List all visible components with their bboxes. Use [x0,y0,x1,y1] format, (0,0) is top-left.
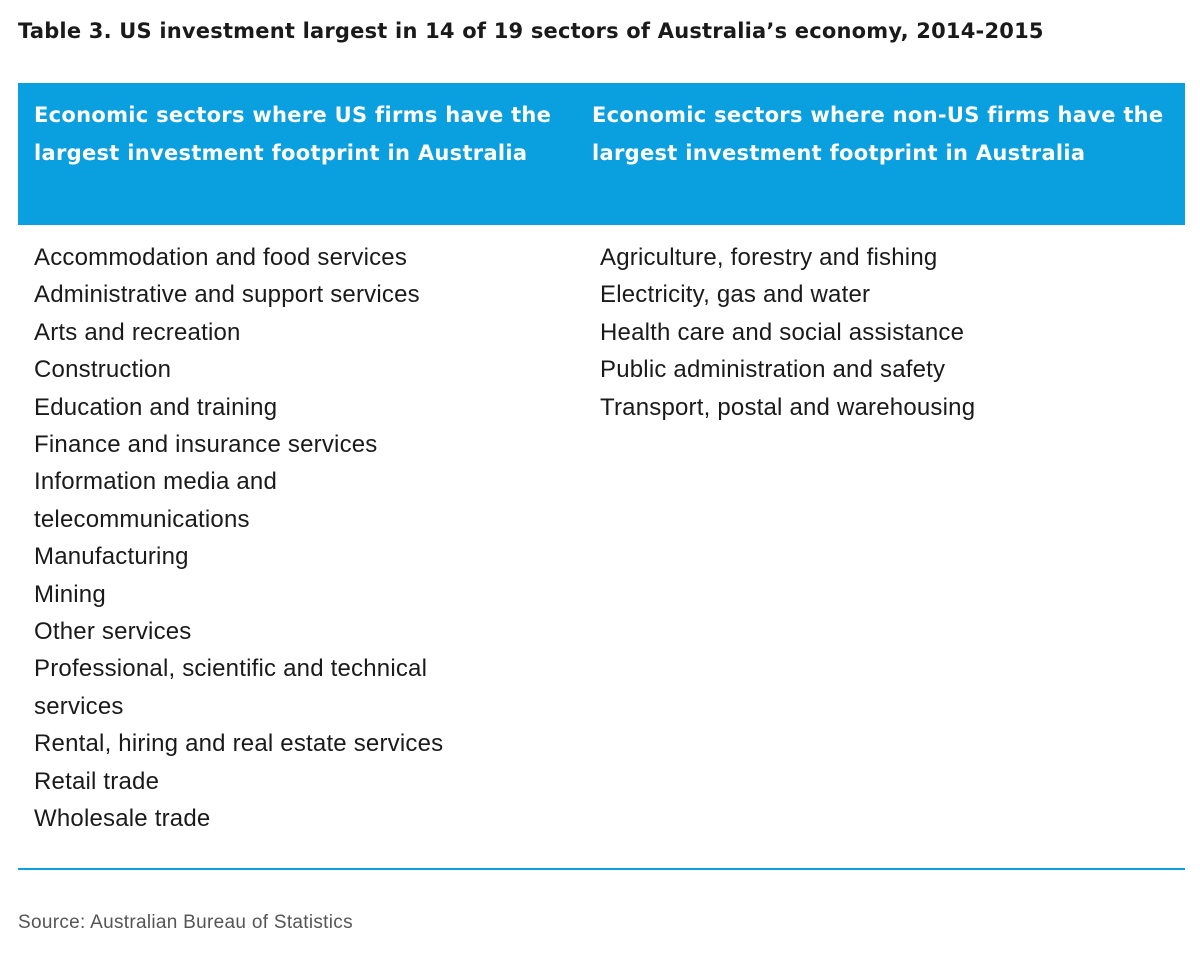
list-item: Retail trade [34,767,160,795]
list-item: Mining [34,580,106,608]
non-us-sectors-list: Agriculture, forestry and fishing Electr… [600,239,1160,426]
list-item: Administrative and support services [34,281,420,309]
list-item: Health care and social assistance [600,318,965,346]
header-non-us-firms: Economic sectors where non-US firms have… [592,103,1164,165]
list-item: Agriculture, forestry and fishing [600,244,938,271]
list-item: Construction [34,356,172,384]
us-sectors-list: Accommodation and food services Administ… [34,239,534,838]
list-item: Manufacturing [34,543,189,571]
list-item: Electricity, gas and water [600,281,871,309]
header-us-firms: Economic sectors where US firms have the… [34,103,552,165]
list-item: Accommodation and food services [34,244,408,271]
table-title: Table 3. US investment largest in 14 of … [18,19,1044,43]
list-item: Wholesale trade [34,805,211,833]
list-item: Public administration and safety [600,356,946,384]
table-header: Economic sectors where US firms have the… [18,83,1185,225]
list-item: Rental, hiring and real estate services [34,730,444,758]
list-item: Transport, postal and warehousing [600,393,976,421]
list-item: Professional, scientific and technical s… [34,655,428,720]
list-item: Finance and insurance services [34,431,378,459]
list-item: Arts and recreation [34,318,241,346]
table-bottom-rule [18,868,1185,870]
list-item: Education and training [34,393,278,421]
source-note: Source: Australian Bureau of Statistics [18,912,353,933]
list-item: Information media and telecommunications [34,468,278,533]
list-item: Other services [34,618,192,646]
